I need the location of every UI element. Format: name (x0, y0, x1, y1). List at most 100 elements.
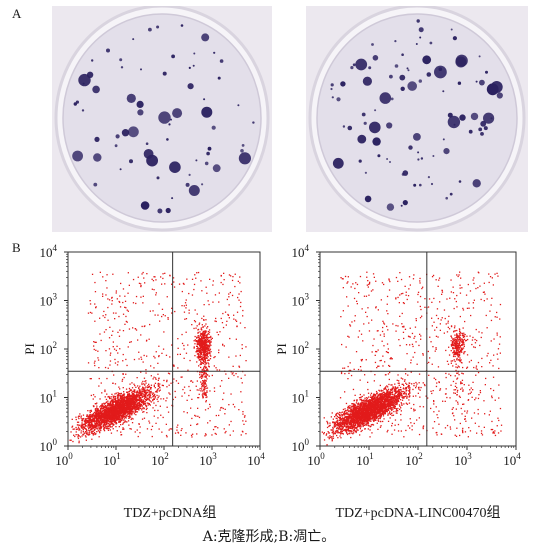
colony-dot (362, 76, 372, 86)
colony-dot (94, 136, 100, 142)
colony-dot (136, 100, 144, 108)
colony-dot (483, 126, 488, 131)
colony-dot (126, 93, 136, 103)
colony-dot (140, 68, 142, 71)
colony-dot (207, 146, 212, 151)
colony-dot (422, 55, 432, 65)
y-axis-label: PI (24, 343, 37, 355)
colony-dot (156, 176, 160, 180)
colony-dot (419, 36, 422, 39)
colony-dot (188, 185, 200, 196)
colony-dot (361, 112, 366, 117)
colony-dot (490, 117, 493, 120)
colony-dot (195, 159, 198, 162)
colony-dot (390, 97, 394, 101)
colony-dot (336, 97, 341, 102)
colony-dot (211, 125, 216, 130)
colony-dot (475, 80, 478, 83)
x-tick-label: 102 (405, 451, 423, 468)
colony-dot (240, 149, 244, 153)
colony-dot (358, 159, 362, 163)
colony-dot (377, 154, 381, 158)
colony-dot (401, 53, 404, 56)
colony-dot (419, 183, 422, 187)
colony-dot (364, 195, 372, 203)
colony-dot (201, 106, 213, 118)
colony-dot (188, 66, 191, 69)
x-tick-label: 104 (503, 451, 521, 468)
colony-dot (413, 183, 417, 187)
colony-dot (432, 155, 435, 157)
colony-dot (357, 134, 367, 144)
colony-dot (121, 129, 130, 137)
x-axis-label: Annexin V-FITC (384, 472, 472, 474)
colony-dot (73, 102, 77, 106)
colony-dot (187, 83, 194, 90)
colony-dot (443, 148, 450, 155)
colony-dot (72, 150, 83, 162)
colony-dot (115, 134, 120, 139)
colony-dot (193, 52, 196, 55)
y-tick-label: 101 (40, 389, 58, 406)
y-tick-label: 104 (292, 244, 310, 260)
colony-dot (445, 196, 448, 200)
colony-dot (486, 83, 499, 96)
colony-dot (394, 64, 399, 68)
colony-dot (201, 33, 210, 42)
x-tick-label: 100 (307, 451, 325, 468)
y-tick-label: 102 (40, 340, 58, 357)
colony-dot (418, 27, 424, 33)
y-tick-label: 100 (292, 437, 310, 454)
colony-dot (472, 179, 481, 188)
colony-dot (372, 137, 381, 146)
colony-dot (128, 126, 139, 138)
colony-dot (92, 85, 100, 94)
colony-dot (453, 123, 456, 126)
y-axis-label: PI (276, 343, 289, 355)
colony-dot (330, 83, 334, 87)
panel-label-b: B (12, 240, 21, 255)
y-tick-label: 104 (40, 244, 58, 260)
colony-dot (459, 114, 466, 121)
colony-dot (416, 19, 420, 23)
colony-dot (241, 144, 245, 147)
colony-dot (447, 115, 461, 129)
colony-dot (332, 157, 344, 169)
colony-dot (146, 154, 158, 167)
colony-dot (238, 152, 251, 165)
colony-dot (442, 138, 445, 141)
colony-dot (458, 180, 462, 183)
colony-dot (81, 109, 85, 112)
colony-dot (172, 108, 183, 119)
colony-dot (364, 171, 367, 174)
x-tick-label: 100 (55, 451, 73, 468)
colony-dot (368, 66, 372, 70)
colony-dot (156, 25, 160, 29)
colony-dot (93, 153, 102, 162)
colony-dot (165, 207, 171, 214)
colony-dot (157, 208, 163, 214)
colony-dot (418, 79, 422, 83)
colony-dot (372, 55, 379, 61)
x-tick-label: 102 (151, 451, 169, 468)
y-tick-label: 103 (292, 292, 310, 309)
colony-dot (119, 168, 122, 171)
colony-dot (206, 151, 210, 156)
colony-dot (188, 173, 191, 176)
colony-dot (468, 129, 473, 134)
colony-dot (449, 192, 453, 196)
colony-dot (340, 81, 346, 87)
colony-dot (106, 48, 110, 53)
x-axis-label: Annexin V-FITC (130, 472, 218, 474)
colony-dot (171, 197, 174, 200)
colony-dot (400, 204, 403, 207)
colony-dot (213, 51, 216, 54)
colony-dot (119, 58, 123, 62)
colony-dot (434, 65, 447, 79)
colony-dot (252, 121, 255, 124)
colony-dot (350, 66, 354, 70)
colony-dot (237, 104, 240, 107)
colony-dot (407, 81, 417, 91)
colony-dot (75, 100, 79, 104)
